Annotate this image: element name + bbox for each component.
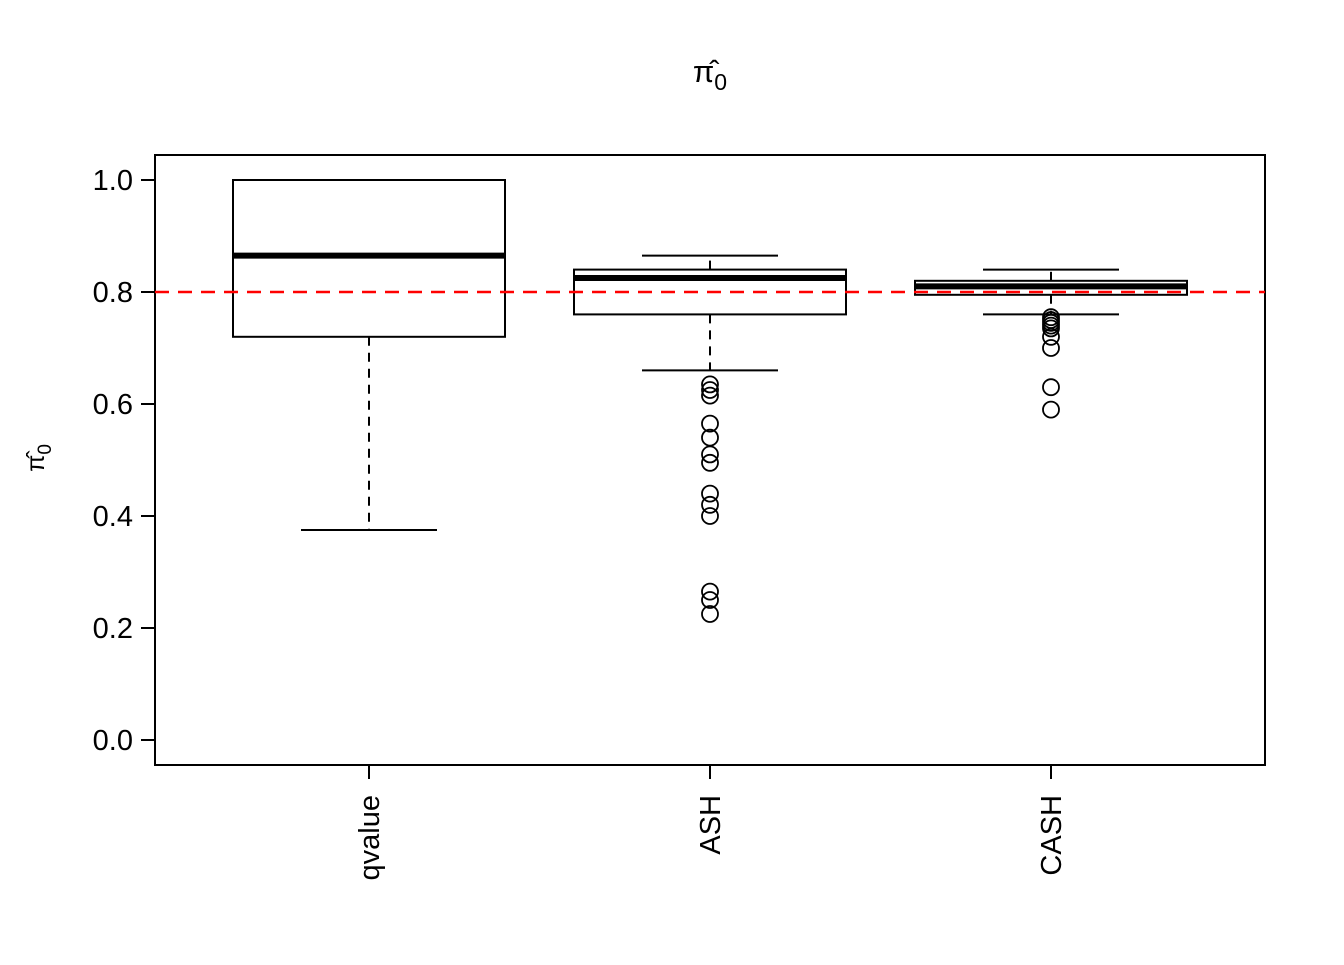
y-tick-label: 0.6 [93, 389, 133, 421]
outlier-point [1042, 378, 1060, 397]
outlier-point [701, 381, 719, 399]
outlier-point [701, 582, 719, 601]
y-tick-label: 0.8 [93, 277, 133, 309]
outlier-point [1042, 400, 1060, 419]
outlier-point [1042, 319, 1060, 338]
outlier-point [701, 375, 719, 394]
y-axis-label: π̂0 [22, 444, 56, 472]
outlier-point [701, 605, 719, 623]
chart-title: π̂0 [693, 54, 727, 95]
outlier-point [701, 445, 719, 464]
outlier-point [701, 507, 719, 525]
outlier-point [701, 453, 719, 472]
outlier-point [1042, 339, 1060, 357]
boxplot-qvalue [232, 179, 506, 531]
y-tick-label: 1.0 [93, 165, 133, 197]
outlier-point [1042, 327, 1060, 346]
outlier-point [701, 484, 719, 503]
y-tick-label: 0.2 [93, 613, 133, 645]
x-category-label: ASH [695, 795, 727, 855]
outlier-point [701, 414, 719, 433]
x-category-label: qvalue [354, 795, 386, 880]
outlier-point [701, 591, 719, 609]
x-axis: qvalue ASH CASH [354, 765, 1068, 880]
x-category-label: CASH [1036, 795, 1068, 876]
y-tick-label: 0.0 [93, 725, 133, 757]
outlier-point [701, 495, 719, 514]
boxplot-ASH [573, 254, 847, 623]
outlier-point [701, 386, 719, 405]
y-tick-label: 0.4 [93, 501, 133, 533]
y-axis: 0.0 0.2 0.4 0.6 0.8 1.0 [93, 165, 155, 757]
